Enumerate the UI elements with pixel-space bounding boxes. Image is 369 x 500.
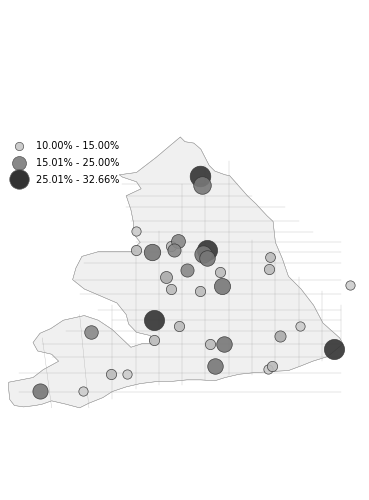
Point <box>132 226 138 234</box>
Point <box>199 182 205 190</box>
Point <box>151 336 157 344</box>
Point <box>219 282 225 290</box>
Point <box>347 282 353 290</box>
Point <box>152 316 158 324</box>
Point <box>331 344 337 352</box>
Point <box>212 362 218 370</box>
Point <box>221 340 227 347</box>
Point <box>269 362 275 370</box>
Point <box>134 246 139 254</box>
Point <box>197 172 203 180</box>
Point <box>149 248 155 256</box>
Point <box>37 386 43 394</box>
Point <box>80 386 86 394</box>
Point <box>267 254 273 262</box>
Point <box>108 370 114 378</box>
Point <box>297 322 303 330</box>
Point <box>266 265 272 273</box>
Polygon shape <box>9 137 343 408</box>
Point <box>176 322 182 330</box>
Point <box>265 365 271 373</box>
Point <box>184 266 190 274</box>
Point <box>204 254 210 262</box>
Point <box>217 268 223 276</box>
Point <box>168 242 174 250</box>
Point <box>277 332 283 340</box>
Point <box>175 237 180 245</box>
Point <box>168 285 174 293</box>
Point <box>200 250 206 258</box>
Point <box>88 328 94 336</box>
Point <box>171 246 177 254</box>
Point <box>197 287 203 295</box>
Point <box>204 246 210 254</box>
Point <box>207 340 213 348</box>
Point <box>124 370 130 378</box>
Point <box>163 274 169 281</box>
Legend: 10.00% - 15.00%, 15.01% - 25.00%, 25.01% - 32.66%: 10.00% - 15.00%, 15.01% - 25.00%, 25.01%… <box>5 137 124 188</box>
